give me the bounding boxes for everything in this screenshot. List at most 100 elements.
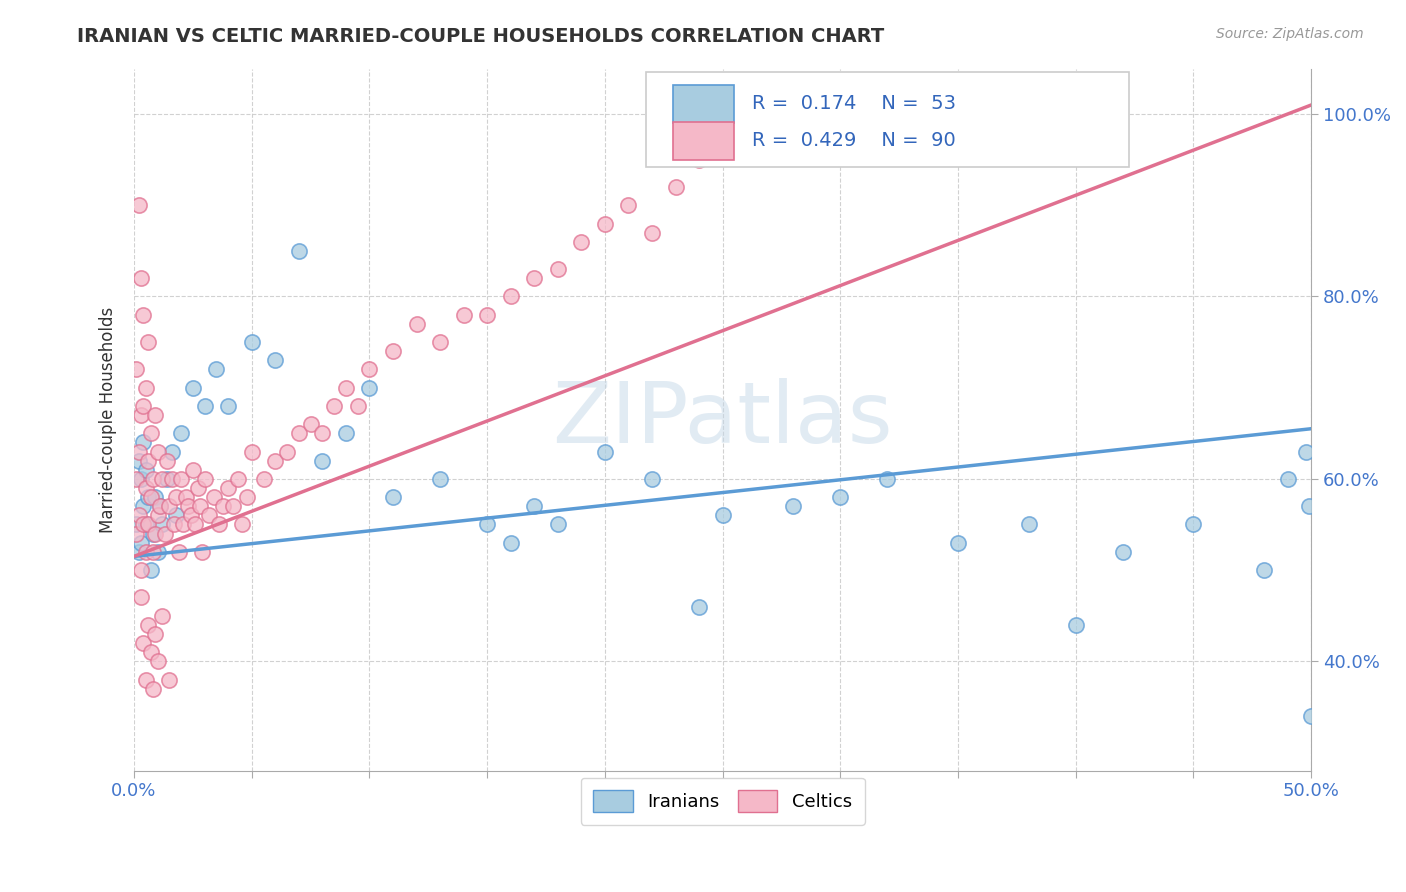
Point (157, 673, 180, 687)
Point (499, 535, 522, 549)
Point (593, 444, 616, 458)
Point (146, 654, 169, 668)
Point (125, 362, 148, 376)
Point (125, 517, 148, 532)
Point (475, 308, 498, 322)
Point (429, 335, 451, 350)
Legend: Iranians, Celtics: Iranians, Celtics (581, 778, 865, 825)
Point (150, 608, 173, 623)
Point (153, 526, 176, 541)
Point (129, 591, 152, 605)
Point (136, 490, 159, 504)
Point (547, 517, 569, 532)
Point (125, 526, 148, 541)
Point (288, 244, 311, 258)
Point (1112, 545, 1135, 559)
Point (311, 426, 333, 441)
Point (688, 599, 710, 614)
Point (191, 545, 214, 559)
Point (128, 453, 150, 467)
Text: IRANIAN VS CELTIC MARRIED-COUPLE HOUSEHOLDS CORRELATION CHART: IRANIAN VS CELTIC MARRIED-COUPLE HOUSEHO… (77, 27, 884, 45)
Point (132, 308, 155, 322)
Point (128, 198, 150, 212)
Point (1301, 709, 1323, 723)
FancyBboxPatch shape (647, 72, 1129, 167)
Point (194, 472, 217, 486)
Point (1277, 472, 1299, 486)
Point (146, 545, 169, 559)
Point (135, 463, 157, 477)
Point (382, 490, 405, 504)
Point (170, 472, 193, 486)
Point (136, 453, 159, 467)
Point (1253, 563, 1275, 577)
Point (129, 408, 152, 422)
Point (1295, 444, 1317, 458)
Point (128, 444, 150, 458)
Point (335, 426, 357, 441)
Bar (673, 85, 734, 122)
Point (429, 472, 451, 486)
Point (264, 453, 287, 467)
Point (181, 381, 204, 395)
Point (177, 500, 200, 514)
Point (359, 362, 381, 376)
Point (231, 517, 253, 532)
Point (129, 535, 152, 549)
Text: R =  0.174    N =  53: R = 0.174 N = 53 (752, 95, 956, 113)
Point (181, 463, 204, 477)
Point (688, 153, 710, 167)
Point (136, 617, 159, 632)
Point (617, 198, 640, 212)
Point (135, 381, 157, 395)
Point (323, 399, 346, 413)
Point (128, 508, 150, 523)
Point (146, 508, 169, 523)
Point (359, 381, 381, 395)
Point (830, 490, 852, 504)
Point (156, 472, 179, 486)
Point (132, 399, 155, 413)
Point (136, 335, 159, 350)
Point (523, 500, 546, 514)
Point (1064, 617, 1087, 632)
Point (405, 317, 427, 331)
Point (132, 500, 155, 514)
Point (1182, 517, 1205, 532)
Point (180, 508, 202, 523)
Point (135, 481, 157, 495)
Point (208, 517, 231, 532)
Text: ZIPatlas: ZIPatlas (553, 378, 893, 461)
Point (346, 399, 368, 413)
Point (129, 271, 152, 285)
Point (217, 481, 239, 495)
Point (142, 526, 165, 541)
Point (1298, 500, 1320, 514)
Point (523, 271, 546, 285)
Point (194, 399, 217, 413)
Point (149, 500, 172, 514)
Point (129, 472, 152, 486)
Point (160, 472, 183, 486)
Point (139, 563, 162, 577)
Point (569, 235, 592, 249)
Point (217, 399, 239, 413)
Point (222, 500, 245, 514)
Point (165, 508, 187, 523)
Point (876, 472, 898, 486)
Point (160, 444, 183, 458)
Point (167, 545, 190, 559)
Point (264, 353, 287, 368)
Point (135, 673, 157, 687)
Point (276, 444, 298, 458)
Point (136, 517, 159, 532)
Point (475, 517, 498, 532)
Point (165, 490, 187, 504)
Point (143, 526, 166, 541)
Point (174, 490, 197, 504)
Point (125, 472, 148, 486)
Point (149, 500, 172, 514)
Point (129, 563, 152, 577)
Point (240, 444, 263, 458)
Point (184, 517, 207, 532)
